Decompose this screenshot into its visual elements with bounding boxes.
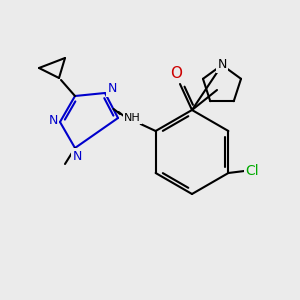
Text: N: N — [217, 58, 227, 71]
Text: N: N — [107, 82, 117, 95]
Text: N: N — [48, 115, 58, 128]
Text: N: N — [72, 149, 82, 163]
Text: O: O — [170, 65, 182, 80]
Text: NH: NH — [124, 113, 141, 123]
Text: Cl: Cl — [246, 164, 259, 178]
